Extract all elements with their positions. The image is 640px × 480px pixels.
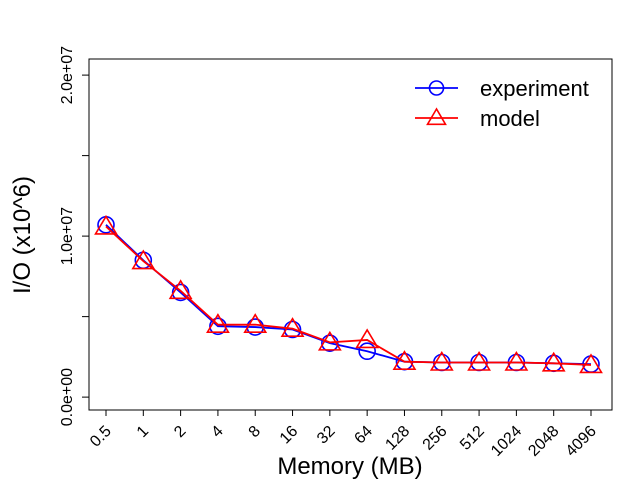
x-axis-title: Memory (MB) bbox=[277, 453, 422, 480]
series-line-model bbox=[105, 225, 592, 366]
y-tick-label: 1.0e+07 bbox=[59, 207, 76, 265]
x-tick-label: 8 bbox=[246, 423, 264, 441]
x-tick-label: 4 bbox=[208, 423, 226, 441]
data-point-model bbox=[392, 350, 417, 370]
data-point-model bbox=[541, 351, 566, 372]
x-tick-label: 512 bbox=[457, 423, 488, 454]
data-point-model bbox=[579, 353, 603, 374]
x-tick-label: 4096 bbox=[563, 423, 600, 460]
x-tick-label: 2048 bbox=[525, 423, 562, 460]
series-line-experiment bbox=[105, 224, 592, 366]
plot-frame bbox=[88, 58, 613, 411]
legend: experiment model bbox=[415, 76, 589, 131]
legend-label: model bbox=[480, 106, 540, 131]
y-axis: 0.0e+00 1.0e+07 2.0e+07 bbox=[59, 46, 89, 426]
x-tick-label: 1 bbox=[134, 423, 152, 441]
series-layer bbox=[94, 214, 603, 374]
x-tick-label: 64 bbox=[351, 423, 376, 448]
data-point-experiment bbox=[321, 334, 339, 352]
legend-item-model: model bbox=[415, 106, 540, 131]
data-point-experiment bbox=[171, 283, 190, 302]
data-point-model bbox=[280, 317, 305, 337]
data-point-experiment bbox=[358, 342, 376, 361]
data-point-model bbox=[94, 214, 118, 235]
y-tick-label: 2.0e+07 bbox=[59, 46, 76, 104]
data-point-model bbox=[131, 249, 156, 270]
data-point-model bbox=[467, 350, 491, 371]
y-tick-label: 0.0e+00 bbox=[59, 368, 76, 426]
data-point-model bbox=[206, 313, 230, 333]
data-point-model bbox=[317, 330, 342, 351]
x-tick-label: 32 bbox=[314, 423, 339, 448]
legend-circle-marker bbox=[428, 80, 445, 96]
x-tick-label: 128 bbox=[382, 423, 413, 454]
legend-label: experiment bbox=[480, 76, 589, 101]
x-tick-label: 1024 bbox=[488, 423, 525, 460]
data-point-model bbox=[504, 350, 529, 371]
data-point-model bbox=[355, 328, 380, 349]
data-point-experiment bbox=[209, 317, 227, 336]
legend-triangle-marker bbox=[426, 107, 447, 126]
x-tick-label: 2 bbox=[171, 423, 189, 441]
data-point-model bbox=[429, 350, 454, 371]
data-point-model bbox=[168, 279, 193, 300]
data-point-model bbox=[243, 313, 268, 333]
legend-item-experiment: experiment bbox=[415, 76, 589, 101]
x-tick-label: 0.5 bbox=[87, 423, 115, 451]
x-tick-label: 256 bbox=[420, 423, 451, 454]
series-model bbox=[94, 214, 603, 374]
x-tick-label: 16 bbox=[277, 423, 302, 448]
data-point-experiment bbox=[283, 320, 302, 339]
y-axis-title: I/O (x10^6) bbox=[9, 176, 36, 294]
